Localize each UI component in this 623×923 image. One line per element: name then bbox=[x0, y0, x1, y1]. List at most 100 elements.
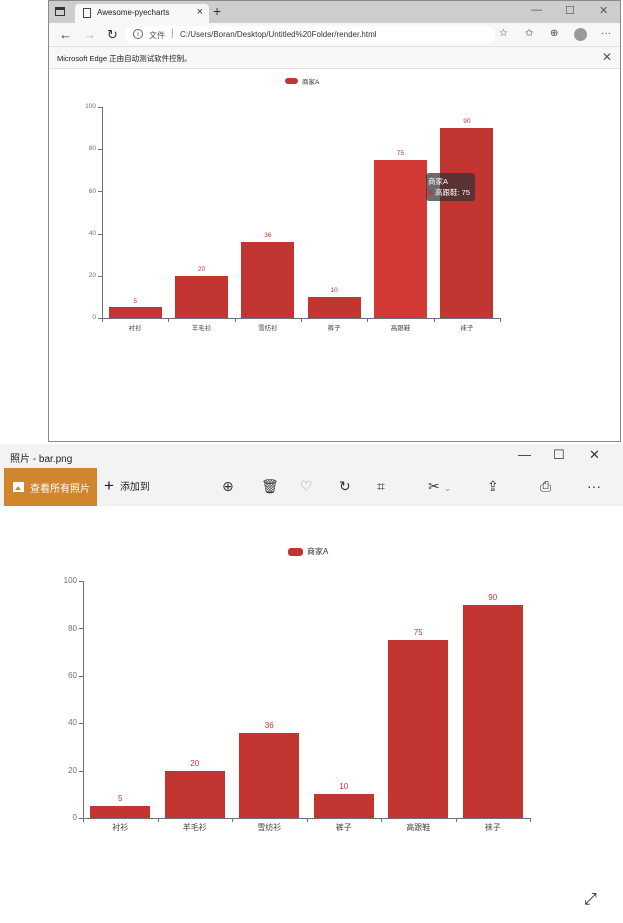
more-menu-icon[interactable]: ··· bbox=[601, 28, 611, 39]
legend-label: 商家A bbox=[307, 547, 329, 556]
photos-titlebar: 照片 - bar.png — ☐ ✕ bbox=[0, 444, 623, 468]
y-tick-mark bbox=[98, 149, 102, 151]
favorite-icon[interactable]: ♡ bbox=[300, 478, 313, 494]
x-tick-mark bbox=[232, 818, 233, 822]
infobar-close-icon[interactable]: ✕ bbox=[601, 50, 612, 64]
x-tick-mark bbox=[157, 818, 159, 822]
tab-bar: Awesome-pyecharts × + — ☐ ✕ bbox=[49, 1, 620, 23]
new-tab-button[interactable]: + bbox=[213, 3, 222, 19]
x-tick-label: 羊毛衫 bbox=[191, 325, 212, 332]
bar-value-label: 10 bbox=[339, 782, 349, 792]
delete-icon[interactable]: 🗑 bbox=[261, 478, 279, 494]
y-axis bbox=[83, 581, 84, 818]
x-tick-mark bbox=[455, 818, 457, 822]
tab-actions-icon[interactable] bbox=[55, 7, 65, 16]
legend-swatch[interactable] bbox=[285, 78, 298, 84]
expand-icon[interactable]: ⤢ bbox=[584, 891, 597, 908]
info-icon[interactable]: i bbox=[133, 29, 143, 39]
bar[interactable] bbox=[388, 640, 449, 818]
minimize-button[interactable]: — bbox=[531, 4, 542, 16]
print-icon[interactable]: ⎙ bbox=[540, 478, 552, 494]
y-tick-label: 20 bbox=[68, 765, 77, 775]
infobar-message: Microsoft Edge 正由自动测试软件控制。 bbox=[57, 54, 192, 63]
tab-awesome-pyecharts[interactable]: Awesome-pyecharts × bbox=[75, 4, 209, 23]
bar-value-label: 90 bbox=[488, 592, 498, 602]
x-tick-label: 雪纺衫 bbox=[257, 823, 282, 832]
refresh-button[interactable]: ↻ bbox=[107, 27, 118, 42]
bar[interactable] bbox=[108, 307, 162, 318]
x-tick-label: 衬衫 bbox=[128, 325, 142, 332]
chart-tooltip: 商家A 高跟鞋: 75 bbox=[426, 173, 475, 201]
photos-minimize-button[interactable]: — bbox=[518, 447, 531, 462]
y-tick-label: 40 bbox=[68, 718, 77, 728]
bar[interactable] bbox=[313, 794, 374, 818]
bar[interactable] bbox=[440, 128, 494, 318]
x-tick-label: 羊毛衫 bbox=[182, 823, 207, 832]
bar-value-label: 90 bbox=[463, 118, 471, 126]
y-tick-label: 0 bbox=[72, 813, 77, 823]
automation-infobar: Microsoft Edge 正由自动测试软件控制。 ✕ bbox=[49, 47, 620, 69]
y-tick-mark bbox=[79, 581, 83, 582]
tooltip-series: 商家A bbox=[428, 177, 449, 186]
address-bar[interactable]: i 文件 | C:/Users/Boran/Desktop/Untitled%2… bbox=[125, 26, 495, 44]
x-tick-label: 高跟鞋 bbox=[406, 823, 431, 832]
y-tick-mark bbox=[79, 628, 83, 630]
bar-chart: 商家A 0 20 40 60 80 100 5 衬衫 20 羊毛衫 36 雪纺衫 10 裤子 75 高跟鞋 90 袜… bbox=[49, 69, 620, 441]
photos-maximize-button[interactable]: ☐ bbox=[553, 447, 565, 462]
x-tick-label: 裤子 bbox=[327, 325, 341, 332]
back-button[interactable]: ← bbox=[59, 27, 72, 42]
x-tick-mark bbox=[301, 318, 302, 322]
bar[interactable] bbox=[307, 296, 361, 318]
bar[interactable] bbox=[462, 604, 523, 818]
bar-value-label: 36 bbox=[264, 720, 274, 730]
bar-value-label: 5 bbox=[118, 794, 123, 804]
address-url[interactable]: C:/Users/Boran/Desktop/Untitled%20Folder… bbox=[180, 30, 377, 39]
y-tick-label: 60 bbox=[88, 187, 96, 195]
y-tick-mark bbox=[79, 675, 83, 677]
address-separator: | bbox=[171, 28, 174, 39]
tab-close-icon[interactable]: × bbox=[196, 6, 203, 18]
bar-value-label: 75 bbox=[413, 628, 423, 638]
collections-icon[interactable]: ⊕ bbox=[550, 28, 559, 39]
y-tick-mark bbox=[98, 318, 102, 319]
more-options-icon[interactable]: ··· bbox=[587, 478, 601, 494]
y-tick-label: 100 bbox=[85, 103, 96, 111]
zoom-icon[interactable]: ⊕ bbox=[222, 478, 234, 494]
x-tick-mark bbox=[83, 818, 84, 822]
share-icon[interactable]: ⇪ bbox=[487, 478, 499, 494]
address-scheme: 文件 bbox=[149, 31, 165, 40]
bar[interactable] bbox=[174, 275, 229, 318]
crop-icon[interactable]: ⌗ bbox=[377, 478, 385, 494]
add-to-button[interactable]: + 添加到 bbox=[104, 477, 150, 494]
x-tick-label: 雪纺衫 bbox=[258, 325, 278, 332]
bar-chart-image: 商家A 0 20 40 60 80 100 5 衬衫 20 羊毛衫 36 雪纺衫 10 裤子 75 高跟鞋 90 袜… bbox=[0, 506, 623, 896]
photos-close-button[interactable]: ✕ bbox=[589, 447, 600, 462]
x-tick-mark bbox=[102, 318, 103, 322]
bar[interactable] bbox=[241, 242, 295, 318]
page-icon bbox=[83, 8, 91, 18]
bar[interactable] bbox=[239, 732, 300, 818]
photos-window: 照片 - bar.png — ☐ ✕ 查看所有照片 + 添加到 ⊕ 🗑 ♡ ↻ … bbox=[0, 444, 623, 923]
x-tick-mark bbox=[433, 318, 435, 322]
edit-button[interactable]: ✂ ⌄ bbox=[428, 478, 451, 496]
rotate-icon[interactable]: ↻ bbox=[339, 478, 351, 494]
profile-avatar[interactable] bbox=[574, 28, 587, 41]
close-window-button[interactable]: ✕ bbox=[599, 5, 609, 17]
see-all-photos-button[interactable]: 查看所有照片 bbox=[4, 468, 97, 506]
bar[interactable] bbox=[373, 159, 428, 318]
forward-button[interactable]: → bbox=[83, 27, 96, 42]
tooltip-value: 高跟鞋: 75 bbox=[435, 188, 471, 197]
photos-toolbar: 查看所有照片 + 添加到 ⊕ 🗑 ♡ ↻ ⌗ ✂ ⌄ ⇪ ⎙ ··· bbox=[0, 468, 623, 506]
y-tick-mark bbox=[98, 233, 102, 235]
tooltip-marker-icon bbox=[428, 190, 433, 195]
image-icon bbox=[13, 482, 24, 492]
bar[interactable] bbox=[90, 806, 151, 818]
y-tick-label: 60 bbox=[68, 671, 77, 680]
legend-swatch[interactable] bbox=[288, 547, 303, 556]
maximize-button[interactable]: ☐ bbox=[565, 5, 575, 17]
y-tick-label: 0 bbox=[92, 314, 96, 322]
add-favorite-icon[interactable]: ☆ bbox=[499, 28, 508, 39]
favorites-icon[interactable]: ✩ bbox=[525, 28, 534, 39]
bar[interactable] bbox=[164, 770, 225, 818]
x-tick-mark bbox=[530, 818, 531, 822]
